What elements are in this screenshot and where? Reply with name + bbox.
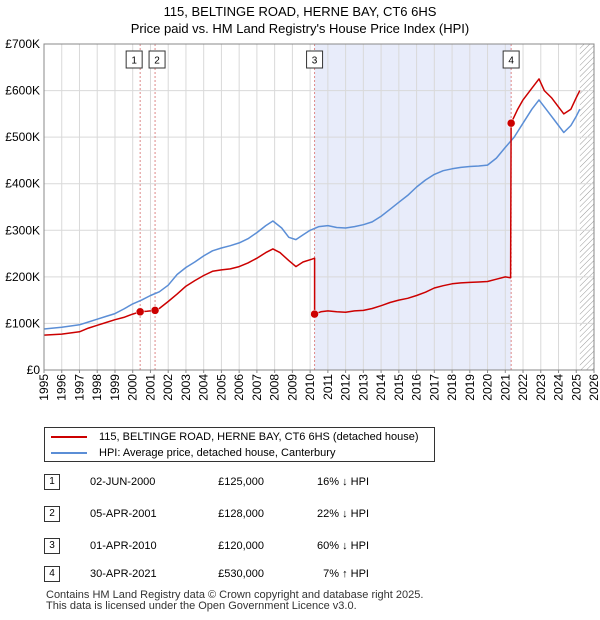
footer-copyright: Contains HM Land Registry data © Crown c… [46,589,424,601]
chart-subtitle: Price paid vs. HM Land Registry's House … [130,21,470,36]
sale-label-box: 4 [502,50,520,69]
sale-hpi-diff: 60% ↓ HPI [317,540,369,552]
sale-point [135,307,145,317]
sale-label-frame [306,50,324,69]
price-chart: 1 2 3 4 £0 £100K £200K £300K £400K £500K £600K £700… [5,37,600,401]
sale-point [506,118,516,128]
x-tick-label: 2016 [410,374,424,401]
x-tick-label: 2010 [303,374,317,401]
sale-point [150,306,160,315]
table-row: 4 30-APR-2021 £530,000 7% ↑ HPI [44,566,464,584]
x-tick-label: 2017 [427,374,441,401]
x-tick-label: 2013 [356,374,370,401]
sale-badge: 4 [44,566,60,582]
sale-badge: 2 [44,506,60,522]
x-tick-label: 2020 [481,374,495,401]
sale-label: 2 [154,56,160,67]
x-tick-label: 2014 [374,374,388,401]
x-tick-label: 1995 [37,374,51,401]
sale-label-frame [125,50,143,69]
x-tick-label: 1998 [90,374,104,401]
sale-label-frame [502,50,520,69]
x-tick-label: 2012 [339,374,353,401]
sale-label-box: 3 [306,50,324,69]
x-tick-label: 2007 [250,374,264,401]
shaded-region [314,44,512,370]
x-tick-label: 2023 [534,374,548,401]
y-tick-label: £700K [5,37,40,51]
sale-price: £120,000 [218,540,264,552]
sale-label-box: 1 [125,50,143,69]
sale-hpi-diff: 22% ↓ HPI [317,508,369,520]
sale-label-box: 2 [148,50,166,69]
legend-swatch-hpi [51,452,87,455]
sale-date: 02-JUN-2000 [90,476,156,488]
legend-item-property: 115, BELTINGE ROAD, HERNE BAY, CT6 6HS (… [51,429,419,445]
table-row: 1 02-JUN-2000 £125,000 16% ↓ HPI [44,474,464,492]
x-tick-label: 2004 [197,374,211,401]
legend-label-hpi: HPI: Average price, detached house, Cant… [99,447,336,459]
y-tick-label: £500K [5,130,40,144]
forecast-hatch [579,44,594,370]
x-tick-label: 1996 [55,374,69,401]
sale-label: 1 [131,56,137,67]
x-tick-label: 2000 [126,374,140,401]
x-tick-label: 2021 [498,374,512,401]
legend-item-hpi: HPI: Average price, detached house, Cant… [51,445,335,461]
table-row: 2 05-APR-2001 £128,000 22% ↓ HPI [44,506,464,524]
y-tick-label: £100K [5,316,40,330]
x-tick-label: 2006 [232,374,246,401]
legend-label-property: 115, BELTINGE ROAD, HERNE BAY, CT6 6HS (… [99,431,419,443]
footer-licence: This data is licensed under the Open Gov… [46,600,357,612]
sale-label: 4 [508,56,514,67]
sale-date: 05-APR-2001 [90,508,157,520]
sale-price: £128,000 [218,508,264,520]
x-tick-label: 2015 [392,374,406,401]
y-tick-label: £400K [5,177,40,191]
sale-badge: 3 [44,538,60,554]
x-tick-label: 2008 [268,374,282,401]
y-tick-label: £0 [27,363,41,377]
x-tick-label: 2024 [552,374,566,401]
x-tick-label: 2003 [179,374,193,401]
x-tick-label: 1999 [108,374,122,401]
x-tick-label: 2025 [569,374,583,401]
x-tick-label: 2018 [445,374,459,401]
sale-label: 3 [312,56,318,67]
chart-legend: 115, BELTINGE ROAD, HERNE BAY, CT6 6HS (… [44,427,435,462]
x-tick-label: 2005 [214,374,228,401]
plot-frame [43,43,595,371]
sale-badge: 1 [44,474,60,490]
legend-swatch-property [51,436,87,439]
y-tick-label: £200K [5,270,40,284]
chart-title: 115, BELTINGE ROAD, HERNE BAY, CT6 6HS [163,4,437,19]
sale-hpi-diff: 16% ↓ HPI [317,476,369,488]
sale-label-frame [148,50,166,69]
sale-point [310,309,319,319]
x-tick-label: 2011 [321,374,335,400]
x-tick-label: 2009 [285,374,299,401]
sale-hpi-diff: 7% ↑ HPI [323,568,369,580]
table-row: 3 01-APR-2010 £120,000 60% ↓ HPI [44,538,464,556]
x-tick-label: 2002 [161,374,175,401]
x-tick-label: 1997 [72,374,86,401]
sale-price: £125,000 [218,476,264,488]
x-tick-label: 2001 [143,374,157,401]
x-tick-label: 2022 [516,374,530,401]
y-tick-label: £300K [5,223,40,237]
sale-date: 01-APR-2010 [90,540,157,552]
x-tick-label: 2026 [587,374,600,401]
sale-price: £530,000 [218,568,264,580]
sale-date: 30-APR-2021 [90,568,157,580]
x-tick-label: 2019 [463,374,477,401]
y-tick-label: £600K [5,84,40,98]
